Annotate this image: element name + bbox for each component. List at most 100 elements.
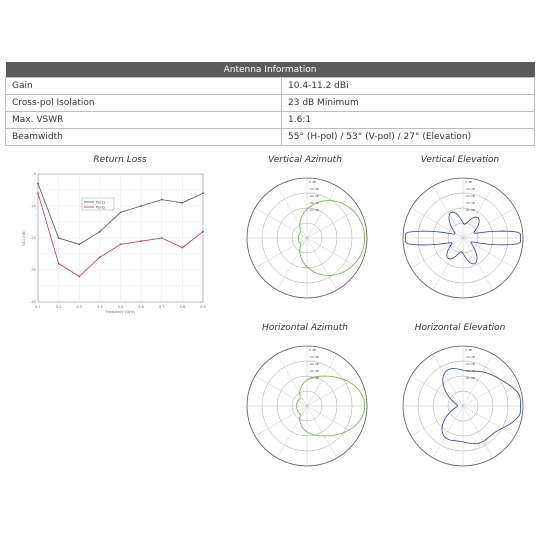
data-point — [119, 211, 122, 214]
x-tick-label: 5.8 — [180, 305, 186, 309]
vertical-elevation-polar-chart: 0 dB -10 dB -20 dB -30 dB -40 dB — [402, 177, 524, 299]
data-point — [140, 240, 143, 243]
horizontal-azimuth-title: Horizontal Azimuth — [262, 323, 348, 333]
polar-spoke — [462, 375, 516, 407]
table-header: Antenna Information — [5, 62, 535, 78]
ring-label: -40 dB — [465, 376, 475, 380]
ring-label: 0 dB — [309, 180, 316, 184]
ring-label: -10 dB — [465, 355, 475, 359]
radiation-pattern-trace — [404, 211, 522, 265]
ring-label: -30 dB — [309, 369, 319, 373]
polar-spoke — [254, 207, 308, 239]
horizontal-elevation-polar-chart: 0 dB-10 dB-20 dB-30 dB-40 dB — [402, 345, 524, 467]
row-label: Beamwidth — [5, 128, 282, 146]
antenna-info-table: Antenna Information Gain 10.4-11.2 dBi C… — [5, 62, 535, 146]
table-row: Cross-pol Isolation 23 dB Minimum — [5, 94, 535, 112]
y-axis-label: S11 (dB) — [22, 230, 26, 246]
table-row: Gain 10.4-11.2 dBi — [5, 77, 535, 95]
ring-label: 0 dB — [309, 348, 316, 352]
polar-spoke — [462, 237, 516, 269]
data-point — [181, 201, 184, 204]
ring-label: -10 dB — [309, 187, 319, 191]
data-point — [78, 275, 81, 278]
row-value: 10.4-11.2 dBi — [281, 77, 535, 95]
data-point — [98, 256, 101, 259]
polar-spoke — [462, 185, 494, 239]
polar-spoke — [462, 405, 516, 437]
row-label: Cross-pol Isolation — [5, 94, 282, 112]
polar-spoke — [306, 237, 338, 291]
ring-label: -40 dB — [465, 208, 475, 212]
ring-label: -20 dB — [465, 194, 475, 198]
data-point — [202, 230, 204, 233]
data-point — [37, 192, 39, 195]
data-point — [202, 192, 204, 195]
ring-label: -30 dB — [465, 201, 475, 205]
vertical-azimuth-polar-chart: 0 dB -10 dB -20 dB -30 dB -40 dB — [246, 177, 368, 299]
legend-entry: Port2 — [96, 205, 105, 209]
polar-spoke — [410, 375, 464, 407]
ring-label: -10 dB — [309, 355, 319, 359]
polar-spoke — [410, 405, 464, 437]
data-point — [119, 243, 122, 246]
x-tick-label: 5.4 — [97, 305, 103, 309]
polar-spoke — [306, 375, 360, 407]
ring-label: -20 dB — [309, 362, 319, 366]
y-tick-label: -10 — [30, 204, 36, 208]
x-tick-label: 5.6 — [138, 305, 144, 309]
polar-spoke — [410, 207, 464, 239]
data-point — [78, 243, 81, 246]
return-loss-title: Return Loss — [93, 155, 147, 165]
ring-label: 0 dB — [465, 180, 472, 184]
vertical-azimuth-title: Vertical Azimuth — [268, 155, 342, 165]
row-value: 1.6:1 — [281, 111, 535, 129]
polar-spoke — [462, 237, 494, 291]
data-point — [160, 237, 163, 239]
row-value: 23 dB Minimum — [281, 94, 535, 112]
data-point — [140, 205, 143, 207]
row-label: Max. VSWR — [5, 111, 282, 129]
polar-spoke — [306, 405, 338, 459]
polar-spoke — [432, 237, 464, 291]
y-tick-label: -30 — [30, 268, 36, 272]
x-tick-label: 5.5 — [118, 305, 124, 309]
table-row: Max. VSWR 1.6:1 — [5, 111, 535, 129]
horizontal-azimuth-polar-chart: 0 dB -10 dB -20 dB -30 dB -40 dB — [246, 345, 368, 467]
data-point — [57, 237, 60, 239]
data-point — [37, 182, 39, 185]
x-tick-label: 5.7 — [159, 305, 165, 309]
polar-spoke — [462, 405, 494, 459]
polar-spoke — [462, 207, 516, 239]
radiation-pattern-trace — [441, 368, 522, 445]
x-tick-label: 5.2 — [56, 305, 62, 309]
ring-label: -20 dB — [309, 194, 319, 198]
radiation-pattern-trace — [296, 375, 366, 437]
polar-spoke — [306, 185, 338, 239]
polar-spoke — [462, 353, 494, 407]
data-point — [98, 230, 101, 233]
y-tick-label: -40 — [30, 300, 36, 304]
polar-spoke — [276, 237, 308, 291]
legend-entry: Port1 — [96, 200, 105, 204]
ring-label: -30 dB — [309, 201, 319, 205]
data-point — [160, 198, 163, 201]
ring-label: -20 dB — [465, 362, 475, 366]
ring-label: -10 dB — [465, 187, 475, 191]
polar-spoke — [432, 353, 464, 407]
polar-spoke — [432, 185, 464, 239]
polar-spoke — [432, 405, 464, 459]
x-tick-label: 5.9 — [200, 305, 206, 309]
y-tick-label: 0 — [34, 172, 36, 176]
polar-spoke — [306, 207, 360, 239]
horizontal-elevation-title: Horizontal Elevation — [414, 323, 506, 333]
return-loss-chart: 5.1 5.2 5.3 5.4 5.5 5.6 5.7 5.8 5.9 0 -10 -20 -30 -40… — [22, 172, 206, 314]
polar-spoke — [276, 353, 308, 407]
polar-spoke — [410, 237, 464, 269]
polar-spoke — [306, 353, 338, 407]
polar-spoke — [306, 405, 360, 437]
row-label: Gain — [5, 77, 282, 95]
polar-spoke — [306, 237, 360, 269]
data-point — [181, 246, 184, 249]
x-axis-label: Frequency (GHz) — [106, 310, 136, 314]
